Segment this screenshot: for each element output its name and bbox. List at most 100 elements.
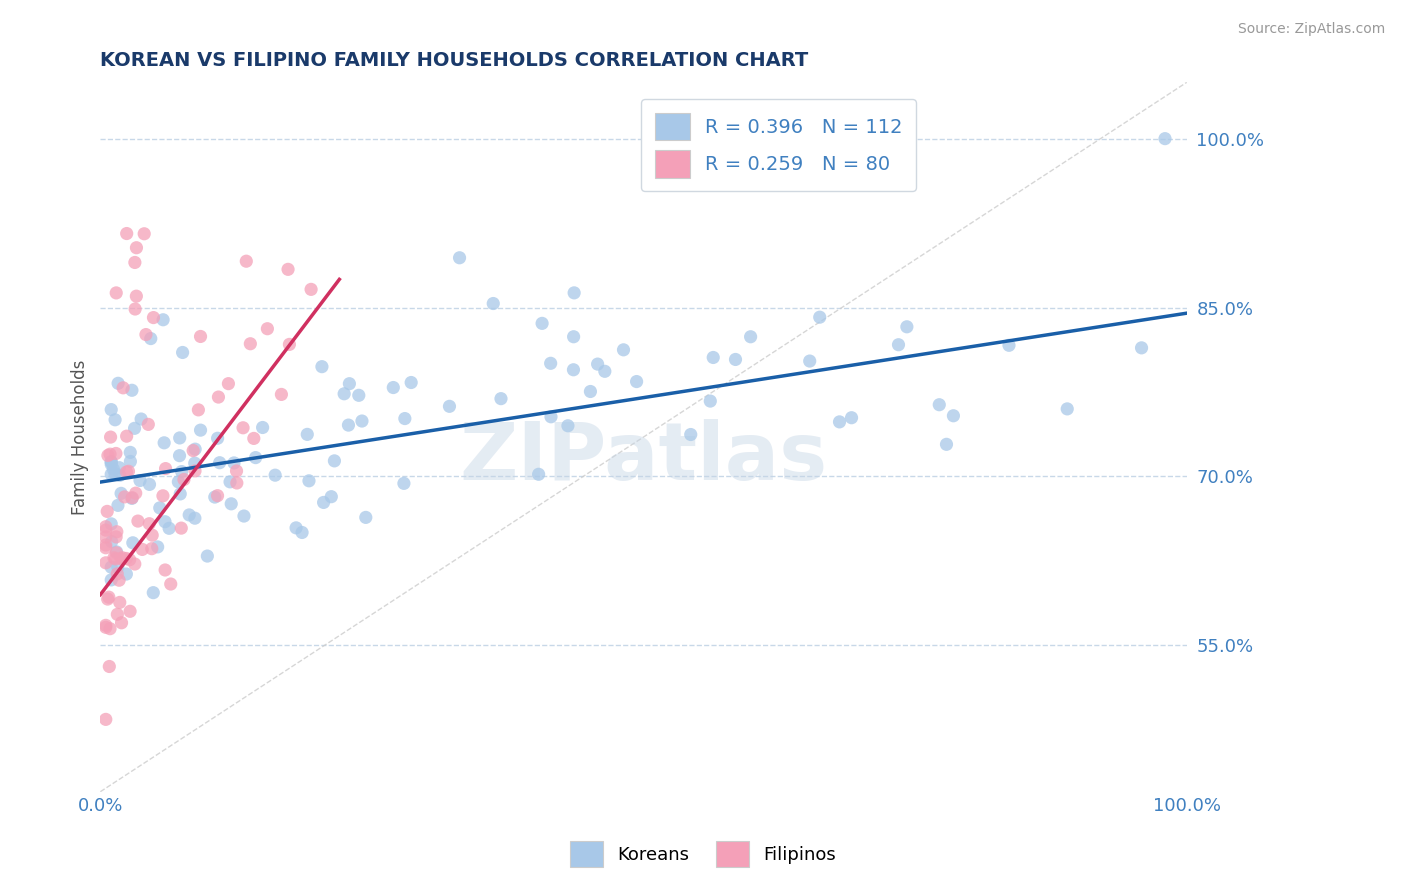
Point [97,592,120,607]
Point [110,486,132,500]
Point [94,618,117,632]
Point [115,429,138,443]
Point [399,376,422,390]
Point [928,398,950,412]
Point [107,499,129,513]
Point [225,464,247,478]
Point [1056,401,1078,416]
Point [103,550,125,565]
Point [131,542,153,557]
Point [299,282,322,296]
Point [105,524,128,539]
Point [153,435,176,450]
Point [100,430,122,444]
Point [337,418,360,433]
Point [120,604,142,618]
Point [239,336,262,351]
Point [108,595,131,609]
Point [98,622,121,636]
Point [256,322,278,336]
Point [141,528,163,542]
Point [394,411,416,425]
Point [120,454,142,468]
Point [887,337,910,351]
Point [222,456,245,470]
Point [94,538,117,552]
Point [187,402,209,417]
Point [124,557,146,571]
Point [1154,131,1177,145]
Point [124,421,146,435]
Legend: R = 0.396   N = 112, R = 0.259   N = 80: R = 0.396 N = 112, R = 0.259 N = 80 [641,99,917,191]
Text: KOREAN VS FILIPINO FAMILY HOUSEHOLDS CORRELATION CHART: KOREAN VS FILIPINO FAMILY HOUSEHOLDS COR… [100,51,808,70]
Point [482,296,505,310]
Point [935,437,957,451]
Point [311,359,333,374]
Point [159,577,181,591]
Point [120,445,142,459]
Point [439,400,461,414]
Point [277,262,299,277]
Point [207,390,229,404]
Point [179,508,201,522]
Point [111,550,134,565]
Point [105,545,128,559]
Point [170,521,193,535]
Point [219,497,242,511]
Point [333,386,356,401]
Point [107,560,129,574]
Point [169,449,191,463]
Point [612,343,634,357]
Point [298,474,321,488]
Point [105,530,128,544]
Point [278,337,301,351]
Point [562,363,585,377]
Point [118,552,141,566]
Point [108,460,131,475]
Point [243,431,266,445]
Point [129,474,152,488]
Point [112,381,135,395]
Point [841,410,863,425]
Point [138,477,160,491]
Point [104,552,127,566]
Point [142,310,165,325]
Point [98,659,121,673]
Point [142,585,165,599]
Point [153,563,176,577]
Point [124,255,146,269]
Point [125,289,148,303]
Point [94,556,117,570]
Point [297,427,319,442]
Point [100,534,122,549]
Point [103,462,125,476]
Point [98,447,121,461]
Point [173,473,195,487]
Point [312,495,335,509]
Point [998,338,1021,352]
Point [169,431,191,445]
Point [135,327,157,342]
Point [291,525,314,540]
Point [170,465,193,479]
Point [392,476,415,491]
Point [121,536,143,550]
Point [702,351,724,365]
Point [100,516,122,531]
Y-axis label: Family Households: Family Households [72,359,89,515]
Point [127,514,149,528]
Point [129,412,152,426]
Point [110,615,132,630]
Point [217,376,239,391]
Point [942,409,965,423]
Point [828,415,851,429]
Point [108,468,131,483]
Point [347,388,370,402]
Point [531,317,554,331]
Point [152,489,174,503]
Point [896,319,918,334]
Point [225,475,247,490]
Point [125,241,148,255]
Point [121,491,143,505]
Text: ZIPatlas: ZIPatlas [460,419,828,498]
